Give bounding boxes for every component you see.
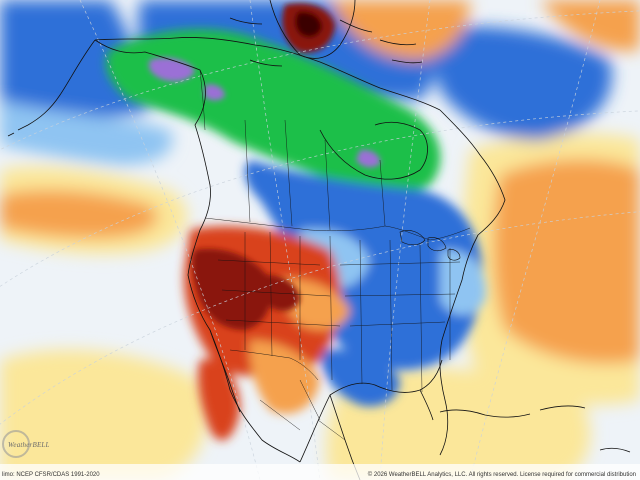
coastline-layer	[7, 0, 631, 480]
copyright-label: © 2026 WeatherBELL Analytics, LLC. All r…	[367, 472, 636, 478]
weatherbell-logo: WeatherBELL	[2, 430, 50, 460]
border-layer	[199, 69, 471, 441]
climatology-label: limo: NCEP CFSR/CDAS 1991-2020	[2, 472, 100, 478]
footer-bar: limo: NCEP CFSR/CDAS 1991-2020 © 2026 We…	[0, 464, 640, 480]
logo-text: WeatherBELL	[8, 441, 50, 449]
great-lakes	[399, 230, 461, 261]
weatherbell-swirl-icon	[2, 430, 30, 458]
